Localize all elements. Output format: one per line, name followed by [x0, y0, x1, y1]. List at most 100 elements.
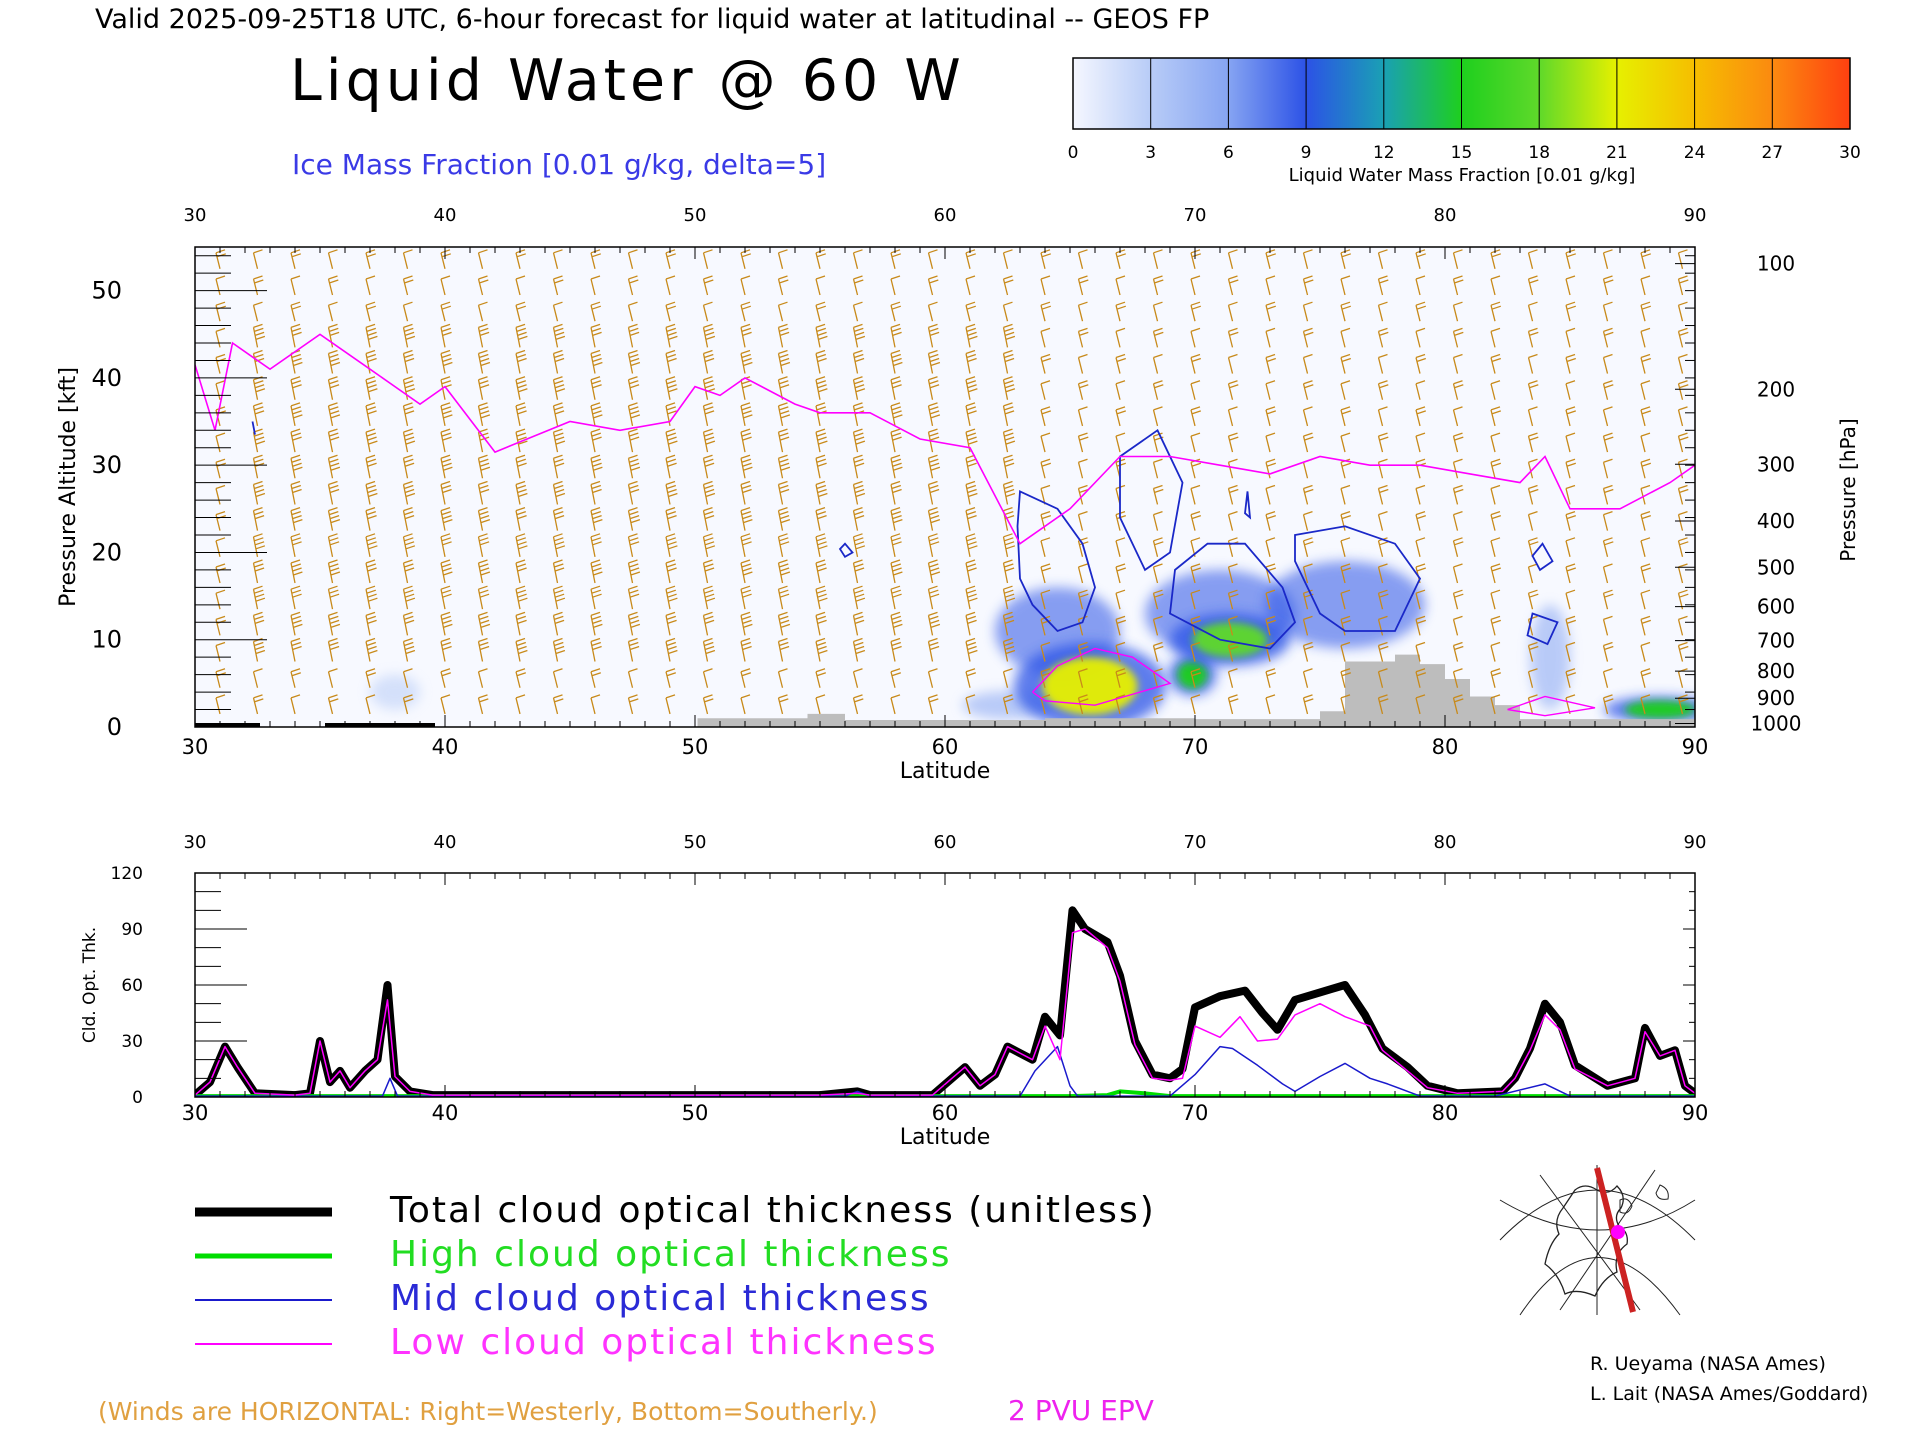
wind-barb — [777, 454, 791, 479]
wind-barb — [1377, 301, 1388, 322]
wind-barb — [1640, 668, 1652, 688]
wind-barb — [1115, 537, 1126, 557]
wind-barb — [777, 349, 791, 374]
wind-barb — [402, 323, 416, 348]
wind-barb — [1640, 615, 1652, 636]
wind-barb — [590, 349, 603, 374]
wind-barb — [402, 349, 415, 374]
wind-barb — [1565, 458, 1577, 479]
wind-barb — [1077, 458, 1088, 479]
wind-barb — [1002, 402, 1015, 427]
wind-barb — [815, 694, 826, 715]
wind-barb — [627, 611, 641, 636]
wind-barb — [1377, 563, 1388, 584]
wind-barb — [1265, 301, 1277, 322]
wind-barb — [965, 480, 978, 505]
wind-barb — [515, 637, 528, 662]
wind-barb — [1002, 323, 1016, 348]
wind-barb — [815, 507, 827, 531]
wind-barb — [1602, 589, 1614, 610]
wind-barb — [402, 611, 415, 636]
top-x-tick-label: 70 — [1184, 205, 1207, 226]
wind-barb — [665, 585, 678, 610]
wind-barb — [477, 301, 488, 322]
wind-barb — [515, 507, 527, 531]
wind-barb — [1265, 484, 1276, 505]
wind-barb — [327, 428, 340, 453]
wind-barb — [927, 454, 941, 479]
wind-barb — [1677, 458, 1688, 479]
wind-barb — [702, 694, 714, 715]
ice-contour — [1169, 542, 1297, 650]
epv-low-contour — [1507, 695, 1596, 717]
wind-barb — [1640, 301, 1652, 322]
wind-barb — [1677, 511, 1688, 531]
wind-barb — [1377, 641, 1389, 662]
wind-barb — [1040, 458, 1052, 479]
wind-barb — [1340, 694, 1351, 715]
wind-barb — [852, 376, 866, 400]
wind-barb — [665, 349, 677, 374]
wind-barb — [1377, 275, 1389, 296]
wind-barb — [1077, 589, 1089, 610]
wind-barb — [402, 668, 413, 688]
wind-barb — [1040, 353, 1052, 374]
x-tick-label: 60 — [932, 735, 959, 759]
wind-barb — [365, 480, 378, 505]
wind-barb — [290, 611, 303, 636]
wind-barb — [1527, 275, 1539, 296]
wind-barb — [1302, 380, 1314, 400]
wind-barb — [890, 668, 902, 688]
wind-barb — [1077, 353, 1088, 374]
x-tick-label: 50 — [682, 1101, 709, 1125]
wind-barb — [590, 376, 602, 400]
wind-barb — [1565, 275, 1576, 296]
wind-barb — [815, 323, 828, 348]
wind-barb — [1190, 380, 1201, 400]
y-tick-label: 50 — [91, 277, 122, 305]
winds-note: (Winds are HORIZONTAL: Right=Westerly, B… — [98, 1397, 878, 1426]
wind-barb — [1527, 615, 1538, 636]
pressure-tick-label: 800 — [1757, 659, 1795, 683]
wind-barb — [1377, 589, 1389, 610]
locator-point — [1611, 1225, 1625, 1239]
wind-barb — [815, 480, 828, 505]
wind-barb — [1227, 432, 1239, 453]
wind-barb — [1415, 589, 1426, 610]
wind-barb — [852, 402, 865, 427]
liquid-water-core — [1625, 700, 1695, 719]
wind-barb — [1490, 353, 1502, 374]
wind-barb — [627, 480, 640, 505]
colorbar-tick-label: 21 — [1606, 143, 1628, 163]
wind-barb — [590, 533, 602, 557]
wind-barb — [290, 694, 301, 715]
wind-barb — [1265, 615, 1277, 636]
wind-barb — [1415, 615, 1427, 636]
wind-barb — [1190, 615, 1202, 636]
wind-barb — [1115, 380, 1126, 400]
wind-barb — [440, 275, 451, 296]
wind-barb — [1302, 511, 1313, 531]
wind-barb — [552, 402, 565, 427]
wind-barb — [515, 533, 528, 557]
wind-barb — [1152, 668, 1163, 688]
wind-barb — [290, 402, 303, 427]
wind-barb — [252, 301, 263, 322]
wind-barb — [1565, 668, 1577, 688]
wind-barb — [327, 668, 338, 688]
wind-barb — [1302, 563, 1313, 584]
wind-barb — [1002, 376, 1016, 400]
wind-barb — [1377, 484, 1389, 505]
wind-barb — [215, 641, 226, 662]
wind-barb — [1602, 406, 1613, 427]
wind-barb — [1040, 694, 1051, 715]
wind-barb — [1265, 406, 1277, 427]
wind-barb — [1227, 353, 1238, 374]
wind-barb — [927, 349, 941, 374]
wind-barb — [252, 275, 264, 296]
wind-barb — [1640, 694, 1651, 715]
wind-barb — [327, 349, 341, 374]
top-x-tick-label: 90 — [1684, 205, 1707, 226]
x-tick-label: 40 — [432, 1101, 459, 1125]
top-x-tick-label: 80 — [1434, 205, 1457, 226]
